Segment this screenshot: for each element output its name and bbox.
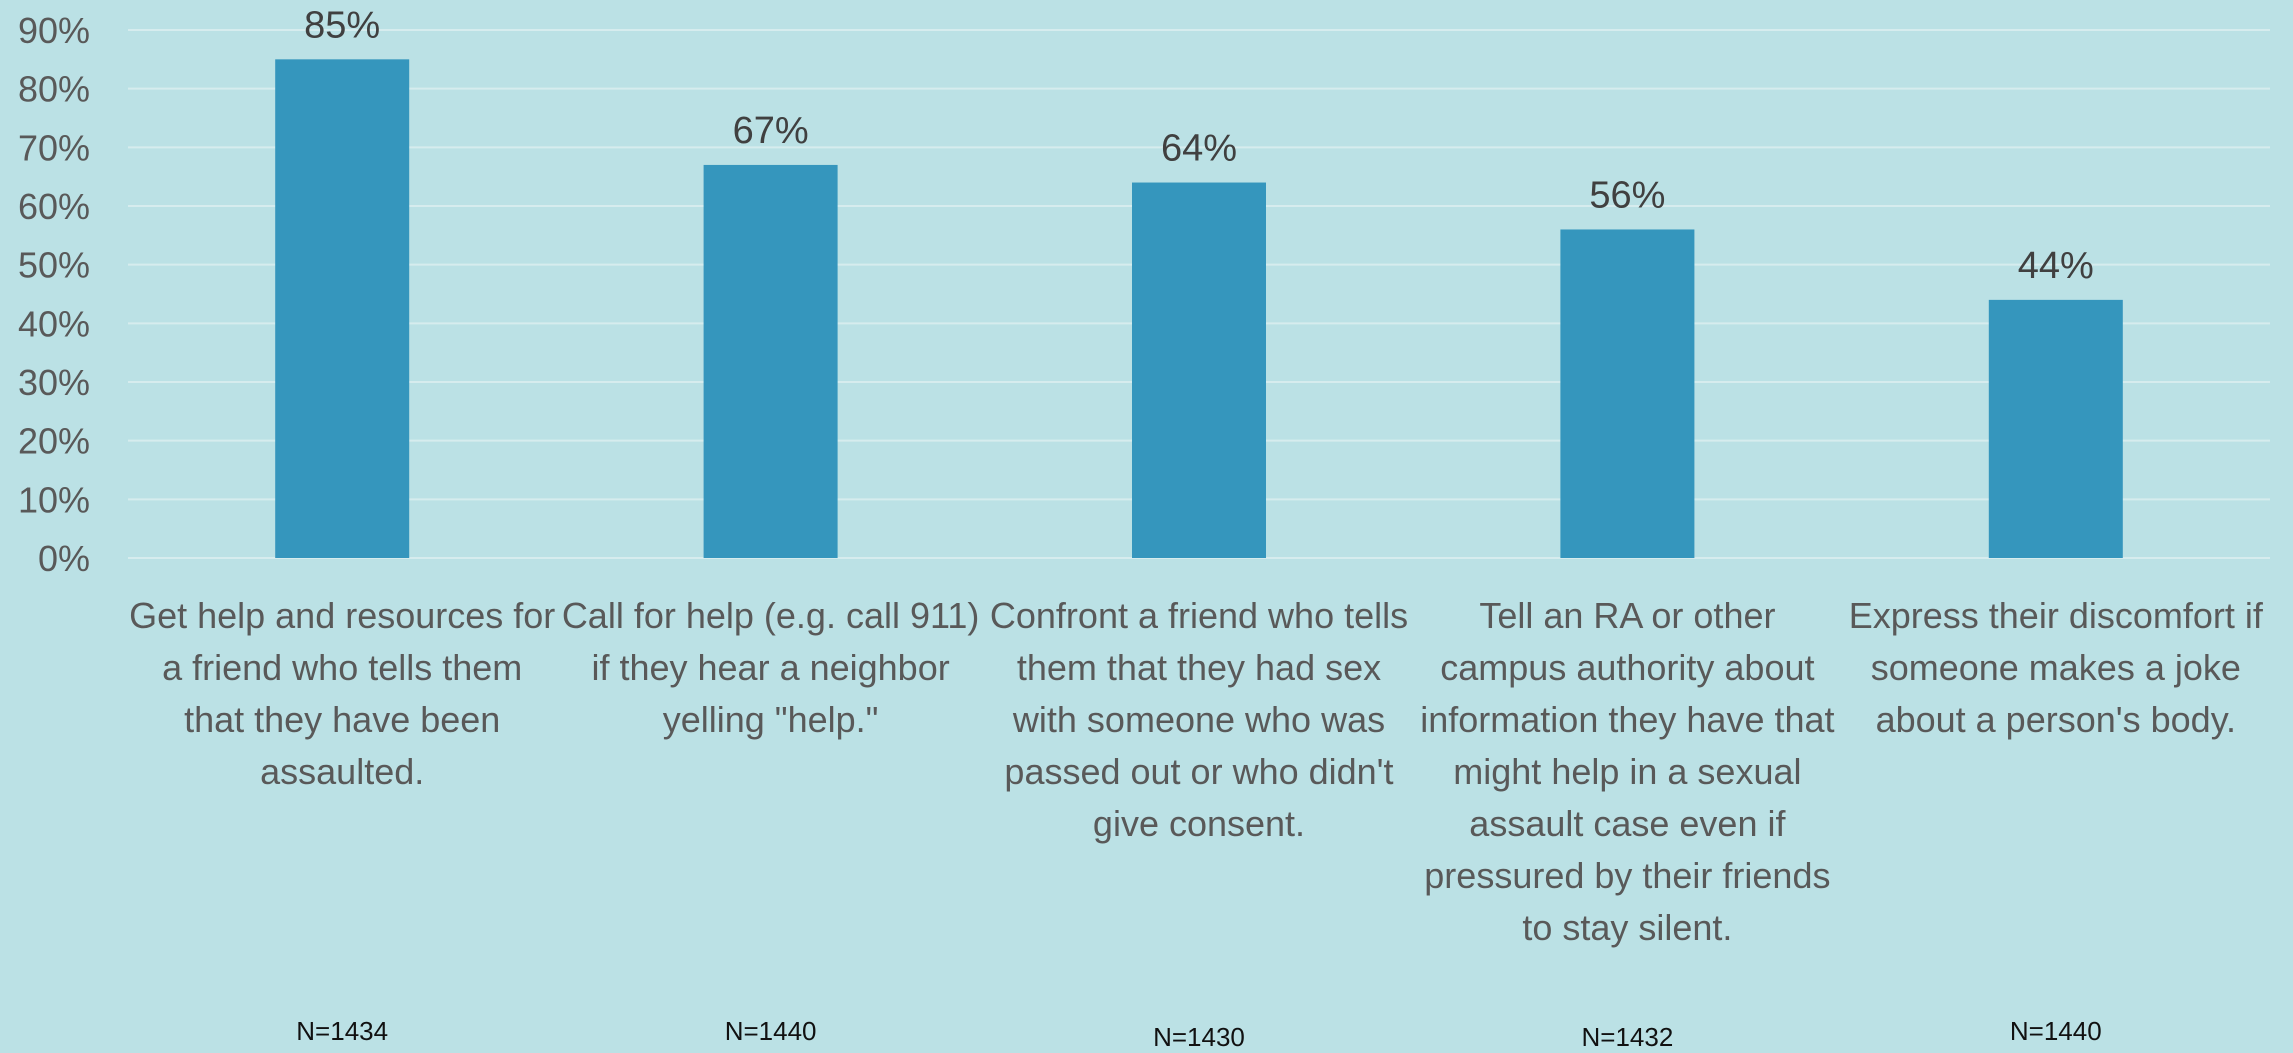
y-tick-label: 30% (18, 362, 90, 403)
y-tick-label: 70% (18, 127, 90, 168)
bar (1560, 229, 1695, 558)
y-tick-label: 10% (18, 479, 90, 520)
sample-size-label: N=1440 (724, 1016, 817, 1046)
sample-size-label: N=1432 (1581, 1022, 1674, 1052)
sample-size-label: N=1434 (296, 1016, 389, 1046)
sample-size-label: N=1440 (2009, 1016, 2102, 1046)
data-label: 85% (304, 4, 380, 46)
y-tick-label: 0% (38, 538, 90, 579)
y-tick-label: 80% (18, 69, 90, 110)
bar (275, 59, 410, 558)
y-tick-label: 90% (18, 10, 90, 51)
data-label: 56% (1589, 174, 1665, 216)
data-label: 64% (1161, 128, 1237, 170)
bar (1988, 299, 2123, 558)
data-label: 44% (2018, 245, 2094, 287)
x-category-label: Get help and resources for a friend who … (129, 595, 556, 792)
x-category-label: Express their discomfort if someone make… (1848, 595, 2263, 740)
y-tick-label: 50% (18, 245, 90, 286)
x-category-label: Call for help (e.g. call 911) if they he… (561, 595, 980, 740)
bar (703, 164, 838, 558)
bar (1132, 182, 1266, 559)
data-label: 67% (733, 110, 809, 152)
x-category-label: Confront a friend who tells them that th… (989, 595, 1409, 844)
x-category-label: Tell an RA or other campus authority abo… (1420, 595, 1835, 948)
y-tick-label: 60% (18, 186, 90, 227)
y-tick-label: 40% (18, 303, 90, 344)
sample-size-label: N=1430 (1153, 1022, 1245, 1052)
y-tick-label: 20% (18, 421, 90, 462)
